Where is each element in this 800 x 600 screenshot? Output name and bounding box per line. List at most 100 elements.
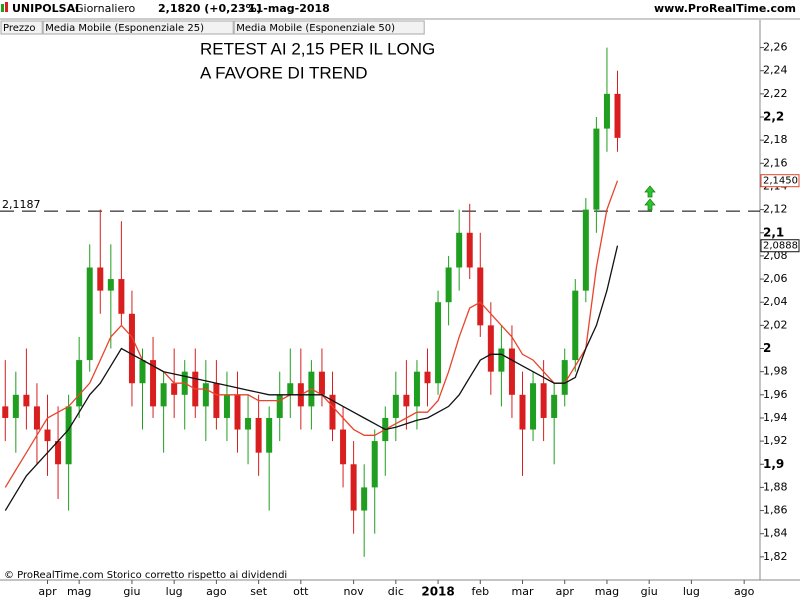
candle-body (2, 406, 9, 418)
y-tick-label: 2,26 (763, 41, 788, 54)
candle-body (466, 232, 473, 268)
footer: © ProRealTime.com Storico corretto rispe… (4, 570, 287, 581)
legend-tab (233, 20, 425, 35)
source: www.ProRealTime.com (654, 2, 796, 15)
candle-body (371, 441, 378, 488)
candle-body (33, 406, 40, 430)
candle-body (603, 93, 610, 129)
candle-body (424, 371, 431, 384)
x-tick-label: apr (556, 585, 575, 598)
candle-body (413, 371, 420, 407)
instrument: UNIPOLSAI (12, 2, 79, 15)
x-tick-label: set (250, 585, 267, 598)
candle-body (287, 383, 294, 395)
y-tick-label: 1,88 (763, 480, 788, 493)
candle-body (561, 360, 568, 395)
y-tick-label: 2,24 (763, 64, 788, 77)
logo-icon (1, 4, 4, 12)
candle-body (97, 267, 104, 291)
value-badge (760, 239, 800, 253)
candle-body (508, 348, 515, 395)
candle-body (266, 417, 273, 453)
candle-body (435, 302, 442, 384)
x-tick-label: mag (67, 585, 91, 598)
level-label: 2,1187 (2, 198, 41, 211)
ema-line (4, 180, 619, 488)
x-tick-label: ago (206, 585, 227, 598)
x-tick-label: giu (123, 585, 140, 598)
candle-body (540, 383, 547, 418)
last-price: 2,1820 (+0,23%) (158, 2, 262, 15)
candle-body (593, 128, 600, 210)
value-badge-label: 2,0888 (763, 241, 798, 252)
candle-body (572, 290, 579, 361)
candle-body (445, 267, 452, 303)
candle-body (498, 348, 505, 372)
ema-line (4, 245, 619, 511)
annotation: A FAVORE DI TREND (200, 63, 368, 82)
annotation: RETEST AI 2,15 PER IL LONG (200, 39, 435, 58)
candle-body (350, 464, 357, 511)
y-tick-label: 2,2 (763, 110, 784, 124)
value-badge-label: 2,1450 (763, 176, 798, 187)
y-tick-label: 1,94 (763, 411, 788, 424)
x-tick-label: mar (512, 585, 534, 598)
candle-body (128, 313, 135, 384)
candle-body (487, 325, 494, 372)
y-tick-label: 2,22 (763, 87, 788, 100)
candle-body (118, 279, 125, 314)
y-tick-label: 2,12 (763, 203, 788, 216)
candle-body (44, 429, 51, 442)
y-tick-label: 1,82 (763, 550, 788, 563)
date: 11-mag-2018 (248, 2, 330, 15)
candle-body (255, 417, 262, 453)
candle-body (202, 383, 209, 407)
candle-body (150, 360, 157, 407)
x-tick-label: lug (166, 585, 183, 598)
legend-tab (0, 20, 43, 35)
candle-body (55, 441, 62, 465)
value-badge (760, 174, 800, 188)
legend-label: Prezzo (3, 23, 36, 34)
candle-body (234, 394, 241, 430)
logo-icon (5, 2, 8, 12)
candle-body (318, 371, 325, 395)
candle-body (12, 394, 19, 418)
candle-body (340, 429, 347, 465)
y-tick-label: 2 (763, 341, 771, 355)
candle-body (65, 406, 72, 465)
x-tick-label: ott (293, 585, 309, 598)
y-tick-label: 2,1 (763, 225, 784, 239)
candle-body (361, 487, 368, 511)
candle-body (160, 383, 167, 407)
candle-body (245, 417, 252, 430)
candle-body (477, 267, 484, 326)
candle-body (456, 232, 463, 268)
candle-body (582, 209, 589, 291)
candle-body (403, 394, 410, 407)
x-tick-label: 2018 (421, 585, 454, 599)
candle-body (213, 383, 220, 418)
period: Giornaliero (75, 2, 136, 15)
y-tick-label: 1,98 (763, 365, 788, 378)
candle-body (329, 394, 336, 430)
x-tick-label: mag (595, 585, 619, 598)
candle-body (23, 394, 30, 407)
x-tick-label: apr (38, 585, 57, 598)
candle-body (519, 394, 526, 430)
x-tick-label: nov (344, 585, 365, 598)
arrow-icon (644, 185, 656, 211)
candle-body (530, 383, 537, 430)
candle-body (551, 394, 558, 418)
legend-tab (42, 20, 234, 35)
candle-body (392, 394, 399, 418)
candle-body (614, 93, 621, 138)
y-tick-label: 1,9 (763, 457, 784, 471)
candle-body (76, 360, 83, 407)
x-tick-label: lug (683, 585, 700, 598)
x-tick-label: ago (734, 585, 755, 598)
candle-body (276, 394, 283, 418)
candle-body (223, 394, 230, 418)
